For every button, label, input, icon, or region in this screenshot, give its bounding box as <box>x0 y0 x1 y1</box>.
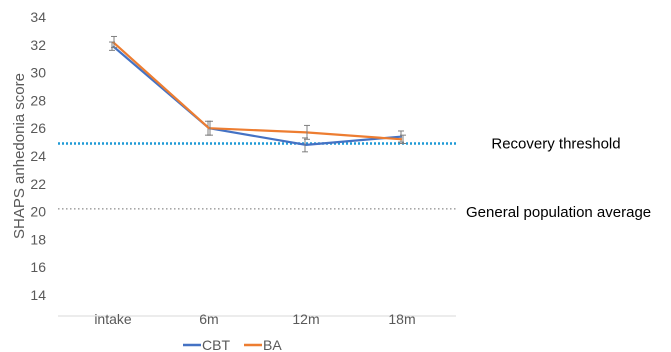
y-tick-label: 20 <box>30 204 46 220</box>
legend-label: BA <box>263 337 282 352</box>
y-tick-label: 30 <box>30 65 46 81</box>
x-tick-label: 6m <box>199 311 218 327</box>
legend-label: CBT <box>202 337 230 352</box>
reference-line-label: General population average <box>466 204 651 221</box>
y-tick-label: 16 <box>30 259 46 275</box>
x-tick-label: intake <box>94 311 132 327</box>
error-bar <box>111 35 117 49</box>
y-axis-ticks: 14 16 18 20 22 24 26 28 30 32 34 <box>30 9 46 303</box>
x-tick-label: 18m <box>388 311 415 327</box>
y-tick-label: 14 <box>30 287 46 303</box>
y-tick-label: 24 <box>30 148 46 164</box>
y-tick-label: 26 <box>30 120 46 136</box>
reference-line-label: Recovery threshold <box>491 135 620 152</box>
y-tick-label: 32 <box>30 37 46 53</box>
series-lines <box>109 35 406 153</box>
error-bar <box>400 134 406 144</box>
y-tick-label: 22 <box>30 176 46 192</box>
y-tick-label: 28 <box>30 92 46 108</box>
y-axis-label: SHAPS anhedonia score <box>11 73 28 239</box>
y-tick-label: 34 <box>30 9 46 25</box>
legend: CBT BA <box>183 337 282 352</box>
series-line-cbt <box>112 45 403 146</box>
reference-lines: Recovery threshold General population ave… <box>58 135 651 221</box>
series-line-ba <box>112 41 403 141</box>
y-tick-label: 18 <box>30 231 46 247</box>
x-tick-label: 12m <box>292 311 319 327</box>
x-axis-ticks: intake 6m 12m 18m <box>94 311 415 327</box>
error-bar <box>207 120 213 136</box>
error-bar <box>304 124 310 140</box>
